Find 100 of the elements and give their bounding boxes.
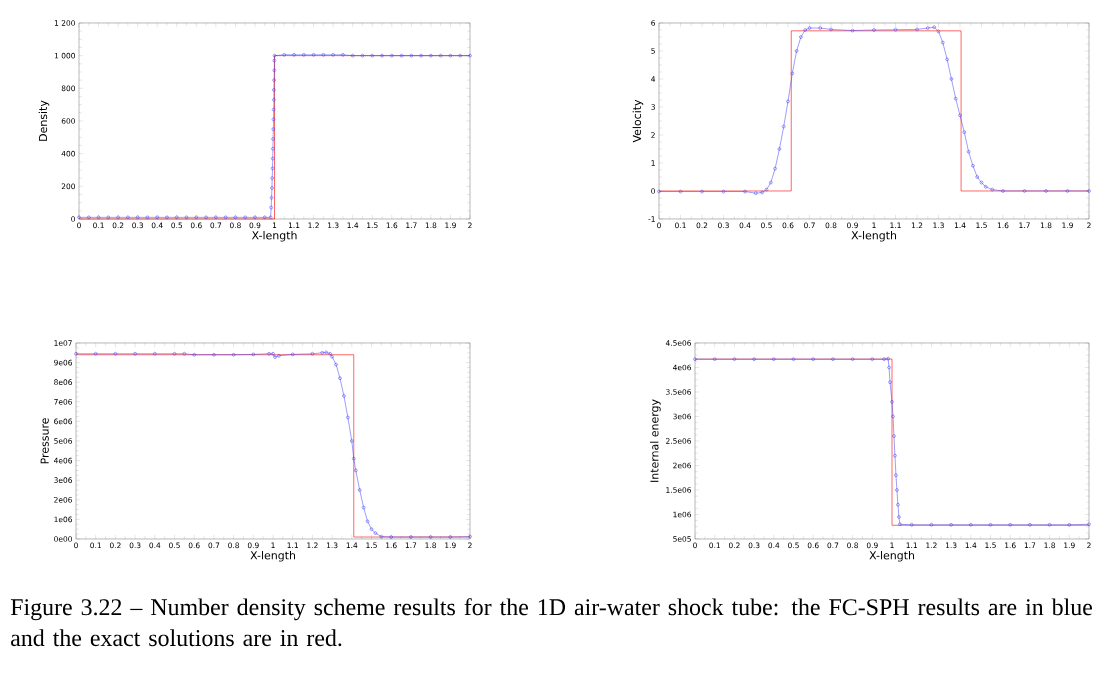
point [794,49,799,53]
point [941,40,945,45]
point [390,53,394,58]
point [811,357,815,361]
point [760,190,764,195]
point [253,215,257,220]
point [231,353,236,357]
point [807,26,812,30]
point [887,365,891,370]
point [895,488,899,492]
point [743,189,747,194]
point [945,57,949,62]
point [429,53,433,58]
point [936,29,941,34]
point [272,98,276,102]
point [772,357,776,361]
point [369,527,374,531]
point [184,215,189,220]
point [803,28,807,32]
point [135,215,140,220]
point [87,215,91,220]
point [194,215,199,220]
point [334,362,338,367]
point [361,505,366,510]
point [269,196,274,200]
point [949,523,953,527]
point [399,53,404,58]
point [204,215,208,220]
point [988,523,993,527]
point [290,352,295,357]
point [892,434,896,438]
point [338,376,342,381]
point [357,488,362,492]
point [712,357,717,361]
point [790,71,795,76]
point [428,535,433,539]
point [270,166,275,171]
point [272,68,277,73]
point [438,53,443,58]
point [330,354,334,359]
y-axis-title: Pressure [40,418,49,464]
point [791,357,796,361]
point [409,53,414,58]
point [764,187,769,192]
point [341,53,345,57]
point [271,156,275,161]
point [886,356,890,361]
point [850,28,855,33]
point [270,186,274,190]
point [321,53,326,57]
x-axis-title: X-length [250,550,296,562]
y-axis-title: Density [38,100,50,141]
point [354,468,358,473]
point [320,351,325,355]
point [271,127,276,131]
point [953,96,958,101]
point [958,113,962,118]
point [894,473,898,478]
point [458,53,462,58]
point [133,352,137,356]
point [754,191,758,195]
point [271,147,275,151]
point [182,352,187,356]
caption: Figure 3.22 – Number density scheme results for the 1D air-water shock tube: the FC-SPH results are in blue and the exact solutions are in red. [10,598,1092,647]
point [214,215,218,220]
point [979,180,984,185]
point [1065,189,1070,193]
point [1008,523,1012,527]
point [891,414,895,419]
point [271,107,276,112]
point [799,35,803,39]
point [268,215,273,220]
point [350,53,355,58]
point [155,215,159,220]
point [781,124,786,129]
point [949,77,954,81]
point [360,53,365,58]
x-axis-title: X-length [851,230,897,242]
point [292,53,296,57]
point [272,88,276,92]
point [373,531,378,535]
x-axis-title: X-length [251,230,297,242]
point [172,352,177,356]
point [831,357,835,361]
point [310,352,315,356]
point [262,215,267,220]
point [829,27,833,32]
point [893,453,897,458]
point [962,130,967,134]
point [272,78,276,82]
point [273,355,277,359]
y-axis-title: Internal energy [650,399,661,482]
point [352,456,356,461]
point [975,175,979,179]
point [777,147,782,151]
point [786,99,790,104]
point [269,205,273,210]
point [870,357,875,361]
point [850,357,855,361]
point [331,53,335,57]
